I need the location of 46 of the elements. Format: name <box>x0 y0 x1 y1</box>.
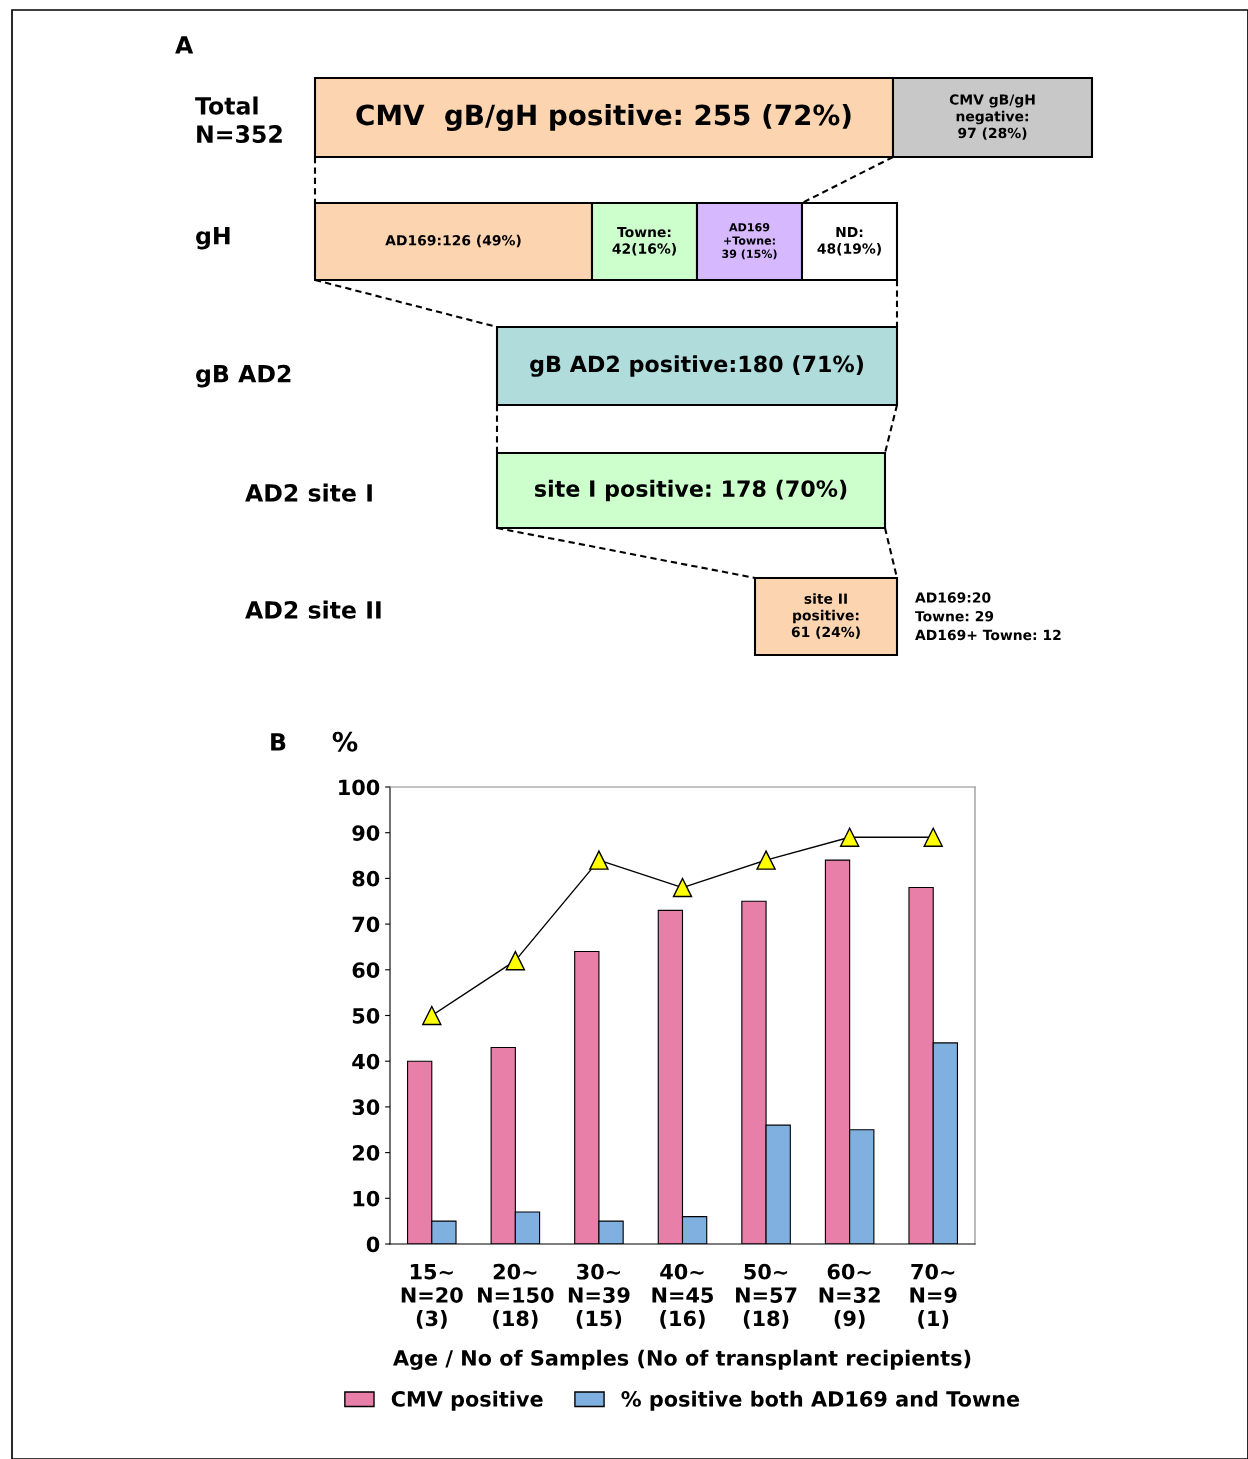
text: site I positive: 178 (70%) <box>534 479 847 502</box>
y-tick-label: 20 <box>352 1145 380 1161</box>
x-tick-label: 15∼ N=20 (3) <box>401 1264 463 1329</box>
text: Towne: 42(16%) <box>612 226 676 256</box>
point <box>923 827 943 847</box>
y-tick-label: 10 <box>353 1190 380 1207</box>
x-tick-label: 30∼ N=39 (15) <box>568 1263 630 1329</box>
text: CMV gB/gH positive: 255 (72%) <box>356 103 851 132</box>
point <box>505 950 526 971</box>
text: site II positive: 61 (24%) <box>791 593 860 639</box>
x-tick-label: 20∼ N=150 (18) <box>478 1263 554 1329</box>
x-tick-label: 50∼ N=57 (18) <box>736 1263 797 1329</box>
y-tick-label: 70 <box>352 916 380 933</box>
text: A <box>175 36 194 54</box>
category-label: AD2 site I <box>245 483 372 502</box>
text: CMV gB/gH negative: 97 (28%) <box>949 94 1035 140</box>
legend-label: % positive both AD169 and Towne <box>621 1390 1020 1411</box>
point <box>839 827 860 847</box>
y-tick-label: 30 <box>352 1099 380 1116</box>
y-tick-label: 100 <box>339 779 380 796</box>
x-tick-label: 70∼ N=9 (1) <box>910 1263 957 1329</box>
point <box>589 850 609 870</box>
legend-label: CMV positive <box>391 1390 543 1411</box>
y-tick-label: 60 <box>352 962 380 979</box>
x-axis-title: Age / No of Samples (No of transplant recipients) <box>393 1349 971 1371</box>
y-tick-label: 0 <box>366 1236 380 1253</box>
text: ND: 48(19%) <box>817 226 881 256</box>
category-label: gB AD2 <box>196 364 291 388</box>
y-tick-label: 50 <box>352 1007 380 1024</box>
y-tick-label: 40 <box>352 1053 380 1070</box>
point <box>756 850 776 870</box>
category-label: Total N=352 <box>195 96 282 143</box>
point <box>672 877 693 898</box>
chart-title: B <box>271 733 286 751</box>
y-axis-title: % <box>332 731 358 752</box>
category-label: gH <box>196 227 230 250</box>
category-label: AD2 site II <box>245 600 381 619</box>
x-tick-label: 60∼ N=32 (9) <box>819 1263 880 1329</box>
text: AD169:126 (49%) <box>385 234 521 248</box>
y-tick-label: 90 <box>352 825 380 841</box>
y-tick-label: 80 <box>352 870 380 887</box>
text: AD169:20 Towne: 29 AD169+ Towne: 12 <box>915 592 1061 641</box>
x-tick-label: 40∼ N=45 (16) <box>652 1263 713 1329</box>
text: AD169 +Towne: 39 (15%) <box>722 223 777 260</box>
point <box>422 1005 442 1026</box>
text: gB AD2 positive:180 (71%) <box>530 355 863 377</box>
